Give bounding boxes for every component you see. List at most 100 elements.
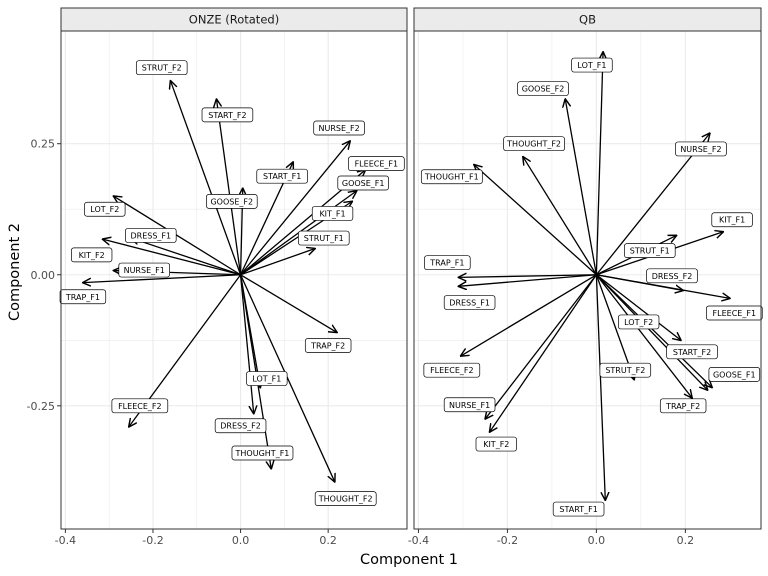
vector-label: TRAP_F1: [424, 255, 471, 271]
vector-arrow: [170, 81, 242, 275]
vector-label-box: [206, 194, 258, 209]
vector-label-box: [59, 289, 107, 305]
vector-label-box: [708, 367, 761, 382]
vector-label-text: STRUT_F2: [605, 366, 645, 375]
panel-1: QB -0.4 -0.2 0.0 0.2 LOT_F1 GOOSE_F2 THOUGHT_F2…: [408, 7, 763, 547]
vector-arrow: [474, 165, 597, 276]
vector-label-text: KIT_F1: [319, 209, 345, 218]
vector-label-text: LOT_F1: [577, 61, 606, 70]
vector-arrow: [565, 99, 598, 275]
vector-label-box: [552, 501, 605, 517]
vector-label-text: LOT_F2: [90, 205, 119, 214]
vector-label-text: START_F1: [559, 505, 597, 514]
vector-label-text: THOUGHT_F2: [318, 495, 373, 504]
x-tick-label: 0.0: [588, 534, 606, 547]
vector-label: THOUGHT_F2: [503, 136, 565, 152]
vector-label: START_F1: [256, 168, 308, 184]
vector-label: TRAP_F2: [659, 398, 707, 414]
y-tick-label: 0.25: [31, 138, 56, 151]
vector-label-box: [314, 491, 377, 506]
vector-label: LOT_F1: [571, 57, 613, 73]
vector-label-text: LOT_F2: [624, 318, 653, 327]
vector-arrow: [596, 274, 729, 299]
vector-arrow: [131, 238, 241, 276]
vector-arrow: [83, 274, 241, 283]
vector-label-text: FLEECE_F1: [713, 309, 757, 318]
vector-label-text: DRESS_F2: [652, 272, 693, 281]
vector-arrow: [595, 274, 634, 380]
vector-label-text: THOUGHT_F1: [424, 173, 479, 182]
vector-label: START_F2: [666, 344, 718, 360]
vector-arrow: [458, 275, 597, 278]
vector-label-box: [624, 243, 676, 258]
vector-arrow: [523, 157, 597, 276]
vector-label-box: [443, 295, 496, 310]
vector-arrow: [240, 274, 337, 333]
vector-label-text: DRESS_F2: [220, 422, 261, 431]
vector-label-text: GOOSE_F2: [210, 197, 253, 206]
vector-label-text: TRAP_F2: [310, 342, 345, 351]
vector-label: START_F1: [552, 501, 605, 517]
vector-label-text: TRAP_F1: [429, 259, 464, 268]
vector-arrow: [595, 52, 603, 275]
panel-0: ONZE (Rotated) -0.4 -0.2 0.0 0.2 -0.25 0.00 0.2…: [27, 7, 408, 547]
vector-label: GOOSE_F2: [517, 81, 569, 97]
vector-label-text: THOUGHT_F1: [235, 449, 290, 458]
vector-label-box: [125, 228, 177, 243]
vector-label: LOT_F1: [246, 371, 288, 386]
vector-label-box: [214, 418, 267, 434]
vector-label-text: TRAP_F2: [665, 402, 700, 411]
vector-label: NURSE_F1: [118, 262, 170, 278]
vector-label-text: TRAP_F1: [65, 293, 100, 302]
vector-arrow: [595, 274, 712, 388]
vector-label-text: FLEECE_F2: [118, 402, 162, 411]
vector-label-box: [298, 230, 350, 246]
vector-label: FLEECE_F2: [111, 398, 169, 414]
vector-label-box: [337, 175, 389, 191]
vector-label-box: [84, 201, 126, 217]
vector-label: DRESS_F1: [125, 228, 177, 243]
panel-title: QB: [579, 13, 596, 27]
vector-label-box: [311, 206, 354, 221]
y-axis-title: Component 2: [7, 223, 23, 321]
vector-label-box: [420, 169, 483, 185]
vector-label: LOT_F2: [618, 314, 660, 330]
vector-label: KIT_F1: [311, 206, 354, 221]
vector-arrow: [595, 274, 692, 398]
vector-label-text: FLEECE_F2: [430, 366, 474, 375]
vector-label-box: [424, 255, 471, 271]
vector-label-text: DRESS_F1: [130, 231, 171, 240]
vector-label: THOUGHT_F2: [314, 491, 377, 506]
vector-label: KIT_F2: [71, 247, 113, 263]
x-axis-title: Component 1: [360, 552, 458, 568]
vector-label-text: STRUT_F1: [304, 234, 344, 243]
vector-label: FLEECE_F1: [706, 305, 763, 321]
vector-label: LOT_F2: [84, 201, 126, 217]
vector-label-box: [201, 107, 254, 123]
vector-label-box: [231, 445, 294, 461]
vector-label-box: [111, 398, 169, 414]
vector-arrow: [595, 274, 605, 500]
vector-label-text: GOOSE_F1: [713, 370, 756, 379]
vector-label: START_F2: [201, 107, 254, 123]
vector-arrow: [490, 274, 597, 432]
vector-label: DRESS_F1: [443, 295, 496, 310]
vector-arrow: [239, 274, 335, 482]
vector-arrow: [216, 99, 242, 275]
panel-border: [413, 30, 762, 530]
panel-title: ONZE (Rotated): [189, 13, 279, 27]
vector-label-box: [666, 344, 718, 360]
vector-arrow: [114, 196, 241, 276]
x-tick-label: -0.2: [142, 534, 163, 547]
vector-label: FLEECE_F1: [348, 156, 405, 171]
vector-label: FLEECE_F2: [423, 362, 481, 378]
vector-label-box: [246, 371, 288, 386]
vector-label: DRESS_F2: [214, 418, 267, 434]
x-tick-label: 0.2: [319, 534, 337, 547]
vector-label: TRAP_F1: [59, 289, 107, 305]
vector-arrow: [461, 274, 597, 356]
panel-border: [60, 30, 408, 530]
vector-arrow: [103, 239, 241, 276]
vector-label-box: [118, 262, 170, 278]
